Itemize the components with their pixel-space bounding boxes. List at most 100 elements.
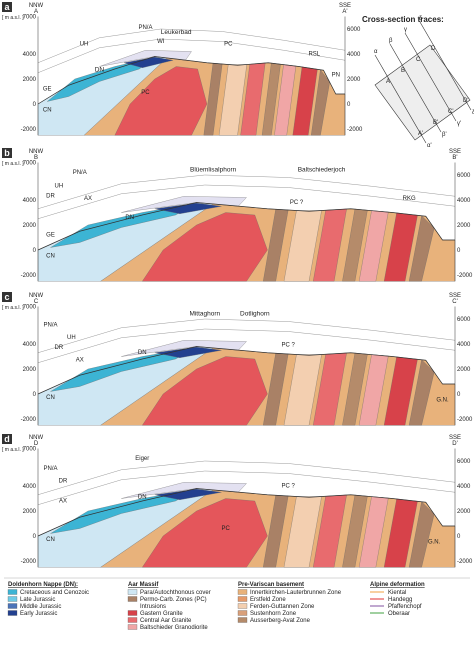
legend-swatch bbox=[237, 617, 248, 623]
left-tick-label: 2000 bbox=[23, 509, 37, 515]
right-tick-label: -2000 bbox=[457, 417, 473, 423]
legend-label: Ausserberg-Avat Zone bbox=[250, 618, 311, 624]
right-tick-label: 2000 bbox=[347, 77, 361, 83]
topography bbox=[37, 202, 455, 251]
doldenhorn-nappe-dark bbox=[154, 202, 222, 214]
left-point: D bbox=[34, 441, 39, 447]
panel-label-box bbox=[2, 434, 12, 444]
right-direction: SSE bbox=[449, 149, 461, 155]
axis-unit: [ m a.s.l. ] bbox=[2, 15, 24, 21]
place-label: PC ? bbox=[282, 343, 296, 349]
nappe-outline bbox=[37, 38, 346, 73]
left-tick-label: 4000 bbox=[23, 52, 37, 58]
legend-label: Central Aar Granite bbox=[140, 618, 192, 624]
left-direction: NNW bbox=[29, 435, 44, 441]
trace-point: D bbox=[431, 46, 436, 52]
nappe-outline bbox=[37, 28, 346, 63]
left-tick-label: 0 bbox=[33, 534, 37, 540]
left-tick-label: 2000 bbox=[23, 223, 37, 229]
place-label: Eiger bbox=[135, 456, 149, 462]
panel-label-box bbox=[2, 292, 12, 302]
legend-label: Handegg bbox=[388, 597, 412, 603]
place-label: DR bbox=[55, 345, 64, 351]
left-tick-label: 7000 bbox=[23, 305, 37, 311]
legend-subtitle: Intrusions bbox=[140, 604, 166, 610]
trace-point: B' bbox=[433, 120, 438, 126]
trace-greek: δ' bbox=[472, 110, 474, 116]
nappe-outline bbox=[37, 328, 456, 363]
legend-label: Early Jurassic bbox=[20, 611, 57, 617]
panel-label: d bbox=[4, 434, 10, 444]
granite bbox=[114, 66, 208, 136]
legend-swatch bbox=[127, 596, 138, 602]
legend-label: Cretaceous and Cenozoic bbox=[20, 590, 89, 596]
left-direction: NNW bbox=[29, 3, 44, 9]
right-tick-label: 6000 bbox=[347, 27, 361, 33]
trace-greek: γ' bbox=[457, 121, 461, 127]
right-tick-label: 0 bbox=[457, 534, 461, 540]
right-tick-label: 4000 bbox=[457, 342, 471, 348]
legend-swatch bbox=[237, 603, 248, 609]
right-tick-label: 0 bbox=[457, 248, 461, 254]
right-tick-label: 4000 bbox=[457, 198, 471, 204]
legend-label: Oberaar bbox=[388, 611, 410, 617]
granite bbox=[142, 356, 268, 426]
topography bbox=[37, 346, 455, 395]
left-tick-label: 0 bbox=[33, 248, 37, 254]
right-direction: SSE bbox=[449, 293, 461, 299]
granite bbox=[142, 212, 268, 282]
legend-label: Sustenhorn Zone bbox=[250, 611, 297, 617]
left-tick-label: 2000 bbox=[23, 77, 37, 83]
trace-greek: δ bbox=[419, 16, 423, 22]
left-tick-label: 4000 bbox=[23, 198, 37, 204]
place-label: CN bbox=[46, 254, 55, 260]
right-tick-label: 6000 bbox=[457, 317, 471, 323]
left-tick-label: 0 bbox=[33, 102, 37, 108]
right-tick-label: -2000 bbox=[457, 559, 473, 565]
place-label: PN/A bbox=[44, 323, 58, 329]
trace-greek: α bbox=[374, 49, 378, 55]
trace-greek: β bbox=[389, 38, 393, 44]
trace-point: D' bbox=[463, 98, 468, 104]
place-label: G.N. bbox=[436, 398, 449, 404]
right-point: C' bbox=[452, 299, 457, 305]
place-label: Blüemlisalphorn bbox=[190, 166, 237, 173]
legend-title: Pre-Variscan basement bbox=[238, 582, 304, 588]
place-label: PN/A bbox=[44, 466, 58, 472]
cover-lavender bbox=[121, 340, 247, 357]
trace-line bbox=[419, 21, 472, 111]
place-label: Dotlighorn bbox=[240, 310, 270, 317]
legend-label: Permo-Carb. Zones (PC) bbox=[140, 597, 207, 603]
place-label: PC ? bbox=[282, 483, 296, 489]
place-label: AX bbox=[59, 498, 67, 504]
place-label: G.N. bbox=[428, 540, 441, 546]
place-label: Baltschiederjoch bbox=[298, 166, 346, 173]
legend-title: Doldenhorn Nappe (DN): bbox=[8, 582, 78, 588]
place-label: UH bbox=[80, 41, 89, 47]
legend-label: Pfaffenchopf bbox=[388, 604, 422, 610]
place-label: WI bbox=[157, 39, 165, 45]
topography bbox=[37, 488, 455, 537]
panel-label: b bbox=[4, 148, 10, 158]
left-tick-label: 7000 bbox=[23, 447, 37, 453]
legend-swatch bbox=[127, 610, 138, 616]
right-point: D' bbox=[452, 441, 457, 447]
place-label: PC ? bbox=[290, 200, 304, 206]
legend-swatch bbox=[237, 596, 248, 602]
legend-label: Middle Jurassic bbox=[20, 604, 61, 610]
left-tick-label: 0 bbox=[33, 392, 37, 398]
place-label: Mittaghorn bbox=[189, 310, 220, 317]
right-tick-label: -2000 bbox=[347, 127, 363, 133]
place-label: PC bbox=[221, 526, 230, 532]
legend-swatch bbox=[237, 610, 248, 616]
place-label: DN bbox=[138, 495, 147, 501]
left-point: C bbox=[34, 299, 39, 305]
trace-line bbox=[374, 54, 427, 144]
topography bbox=[37, 56, 345, 105]
left-tick-label: -2000 bbox=[21, 559, 37, 565]
place-label: CN bbox=[43, 108, 52, 114]
panel-label-box bbox=[2, 2, 12, 12]
legend-swatch bbox=[7, 596, 18, 602]
nappe-outline bbox=[37, 470, 456, 505]
doldenhorn-nappe-dark bbox=[154, 346, 222, 358]
